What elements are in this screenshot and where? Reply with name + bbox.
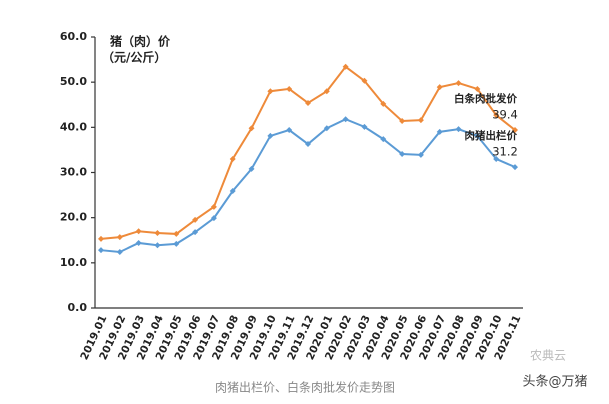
y-label: 猪（肉）价 [109,34,171,49]
marker [417,151,424,158]
marker [305,141,311,148]
marker [98,235,104,242]
marker [361,123,368,130]
marker [399,118,406,125]
y-tick-label: 0.0 [68,301,88,314]
legend-label: 肉猪出栏价 [465,129,518,142]
marker [173,240,180,247]
marker [248,165,255,172]
marker [229,155,236,162]
y-tick-label: 40.0 [60,120,87,133]
marker [267,88,274,95]
y-unit: （元/公斤） [102,50,166,65]
data-label: 39.4 [492,108,518,122]
marker [342,116,349,123]
watermark: 农典云 [530,349,566,363]
marker [267,132,274,139]
marker [474,85,481,92]
marker [116,248,123,255]
marker [154,230,161,237]
y-tick-label: 20.0 [60,211,87,224]
y-tick-label: 50.0 [60,75,87,88]
marker [135,239,142,246]
marker [248,125,255,132]
marker [512,127,518,134]
marker [98,247,104,254]
marker [286,85,293,92]
marker [455,126,462,133]
y-tick-label: 10.0 [60,256,87,269]
marker [323,125,330,132]
marker [399,150,406,157]
marker [512,164,518,171]
marker [436,128,443,135]
marker [154,242,161,249]
caption: 肉猪出栏价、白条肉批发价走势图 [215,380,395,395]
marker [173,230,180,237]
marker [286,127,293,134]
marker [192,229,199,236]
marker [380,100,387,107]
marker [493,112,500,119]
marker [342,63,349,70]
marker [210,203,217,210]
marker [323,88,330,95]
watermark: 头条@万猪 [522,374,587,390]
marker [135,228,142,235]
marker [417,117,424,124]
marker [229,188,236,195]
marker [455,80,462,87]
data-label: 31.2 [492,145,518,159]
marker [380,136,387,143]
marker [493,155,500,162]
y-tick-label: 60.0 [60,30,87,43]
marker [361,77,368,84]
marker [192,216,199,223]
marker [436,84,443,91]
legend-label: 白条肉批发价 [454,92,517,105]
marker [305,99,311,106]
y-tick-label: 30.0 [60,166,87,179]
marker [116,234,123,241]
marker [474,132,481,139]
marker [210,215,217,222]
